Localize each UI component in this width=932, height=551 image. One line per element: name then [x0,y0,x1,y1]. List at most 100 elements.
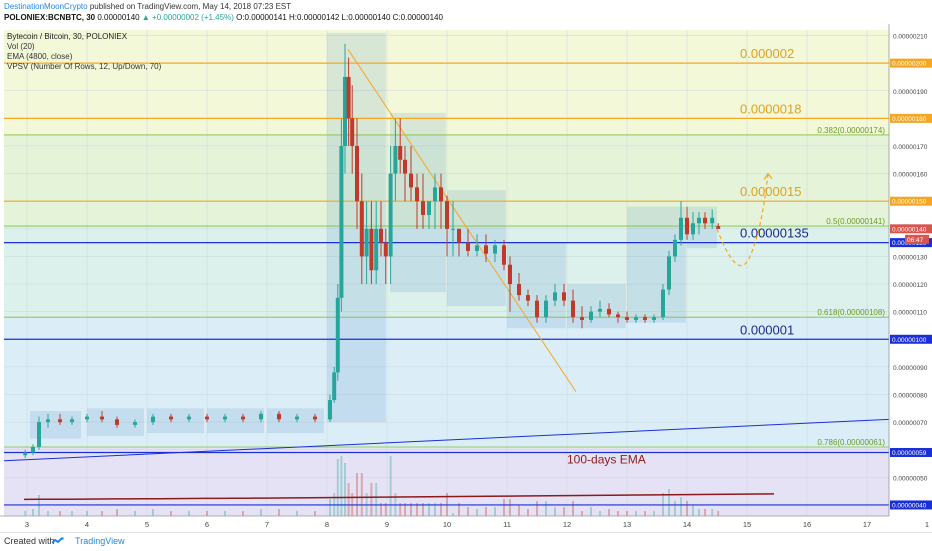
time-tick-4: 7 [265,520,269,529]
candle [313,413,317,423]
candle-body [383,242,388,257]
candle-body [277,413,281,420]
projected-path [716,173,769,267]
candle-body [643,317,647,320]
price-tick-10: 0.00000110 [893,310,927,317]
candle-body [346,76,351,119]
candle [451,201,455,257]
candle-body [589,311,593,320]
candle [580,306,584,329]
candle-body [493,245,497,254]
publish-line: DestinationMoonCrypto published on Tradi… [4,2,291,11]
candle-body [625,317,629,320]
price-chart[interactable]: 0.382(0.00000174) 0.5(0.00000141) 0.618(0.… [0,24,932,532]
volume-bar [296,511,298,516]
volume-bar [458,503,460,516]
time-tick-14: 17 [863,520,871,529]
candle [335,284,340,381]
candle [350,85,355,174]
candle-body [343,76,347,146]
level-badge-bg-5 [890,447,932,457]
legend-vpsv: VPSV (Number Of Rows, 12, Up/Down, 70) [7,62,162,71]
level-badge-6: 0.00000040 [892,502,927,509]
candle-body [415,187,419,202]
candle-body [403,159,407,174]
candle-body [526,295,530,301]
volume-bar [59,511,61,516]
volume-bar [581,511,583,516]
time-axis-bg [0,516,889,532]
candle-body [710,217,715,224]
level-label-3: 0.00000135 [740,226,809,241]
fib-label-3: 0.786(0.00000061) [817,438,885,447]
volume-bar [278,509,280,516]
price-tick-16: 0.00000050 [893,475,928,482]
volume-bar [476,509,478,516]
candle [169,413,173,423]
candle [46,413,50,428]
ohlc-prefix: 0.00000140 [97,13,140,22]
volume-bar [545,501,547,516]
time-tick-2: 5 [145,520,149,529]
created-with-line: Created with TradingView [4,536,125,546]
candle-body [607,308,611,315]
volume-bar [384,503,387,516]
candle-body [697,217,701,224]
candle [433,173,437,229]
volume-bar [536,501,538,516]
tradingview-logo-icon [52,537,64,544]
volume-bar [224,511,226,516]
price-tick-2: 0.00000190 [893,89,928,96]
tradingview-brand[interactable]: TradingView [75,536,125,546]
projected-arrow-icon [763,172,773,180]
volume-bar [434,503,436,516]
volume-bar [686,501,688,516]
volume-bar [428,503,430,516]
author-link[interactable]: DestinationMoonCrypto [4,2,88,11]
level-badge-bg-4 [890,334,932,344]
legend-vol: Vol (20) [7,42,35,51]
volume-bar [329,499,331,516]
volume-bar [336,459,339,516]
candle [475,234,479,257]
fib-label-2: 0.618(0.00000108) [817,308,885,317]
volume-bar [692,505,694,516]
volume-bar [527,509,529,516]
candle-body [691,223,695,235]
time-tick-1: 4 [85,520,89,529]
price-tick-5: 0.00000160 [893,172,928,179]
legend-title: Bytecoin / Bitcoin, 30, POLONIEX [7,32,128,41]
candle [685,206,689,240]
candle [493,239,497,262]
candle-body [433,187,437,202]
candle-body [508,264,512,285]
candle-body [616,314,620,318]
candle-body [388,173,393,257]
candle-body [502,245,506,265]
candle [374,201,379,285]
candle-body [457,228,461,243]
candle [589,306,593,323]
volume-bar [554,507,556,516]
candle-body [544,300,548,318]
descending-trendline [347,49,577,393]
candle-body [409,173,413,188]
candle [379,201,383,257]
rising-support-line [3,418,890,462]
candle [634,314,638,323]
candle [457,228,461,257]
candle-body [517,284,521,296]
level-badge-5: 0.00000059 [892,450,927,457]
volume-bar [599,511,601,516]
candle-body [673,239,677,257]
volume-bar [563,507,565,516]
volume-bar [314,511,316,516]
candle-body [379,228,383,243]
candle [716,223,721,229]
volume-bar [356,473,358,516]
candle-body [58,419,62,423]
candle-body [475,245,479,251]
legend-ema: EMA (4800, close) [7,52,73,61]
volume-profile-box-3 [207,408,264,434]
candle [205,413,209,423]
